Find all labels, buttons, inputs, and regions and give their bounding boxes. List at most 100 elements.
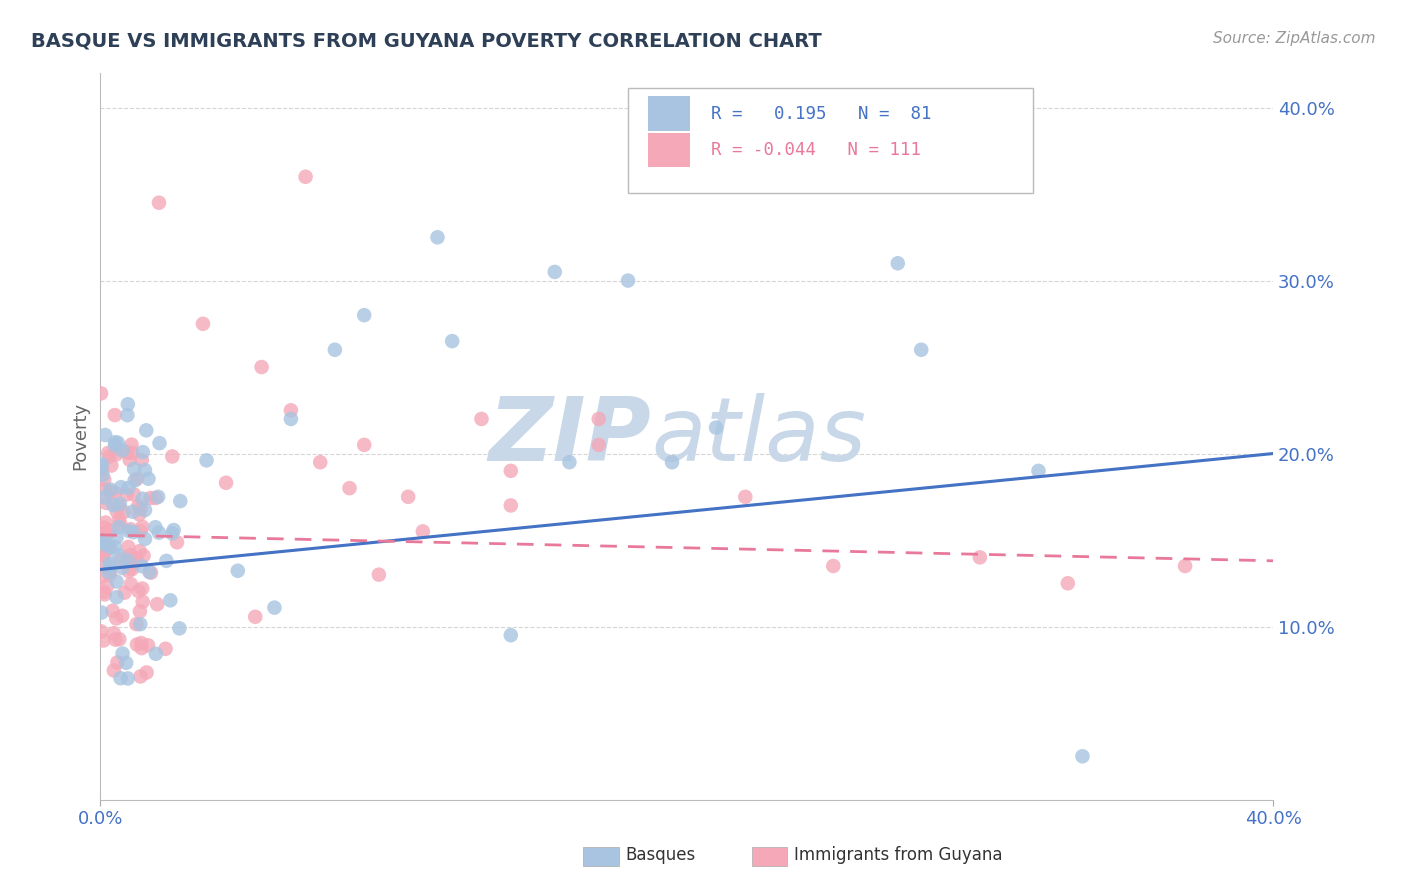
Point (136, 638, 159, 652)
Point (128, 508, 150, 522)
Point (93, 587, 115, 601)
Point (129, 524, 152, 539)
Point (159, 593, 181, 607)
Point (90, 624, 112, 639)
Point (120, 555, 142, 569)
Point (280, 412, 302, 426)
Point (163, 523, 186, 537)
Point (426, 230, 449, 244)
Point (104, 632, 127, 647)
Point (112, 505, 135, 519)
Point (121, 437, 143, 451)
Point (1174, 559, 1197, 574)
Point (108, 497, 131, 511)
Point (131, 559, 153, 574)
Point (125, 551, 148, 566)
Y-axis label: Poverty: Poverty (72, 402, 89, 470)
Point (191, 317, 214, 331)
Point (1028, 464, 1050, 478)
Point (132, 549, 155, 563)
Text: R =   0.195   N =  81: R = 0.195 N = 81 (711, 104, 932, 123)
Point (250, 359, 273, 374)
Point (353, 308, 375, 322)
Point (339, 481, 361, 495)
Point (117, 445, 139, 459)
Point (121, 505, 143, 519)
Point (104, 540, 127, 554)
Point (131, 582, 153, 596)
Text: R = -0.044   N = 111: R = -0.044 N = 111 (711, 141, 921, 159)
Point (169, 494, 191, 508)
FancyBboxPatch shape (628, 87, 1032, 193)
Point (353, 438, 375, 452)
Point (117, 553, 139, 567)
Point (97, 565, 120, 579)
Point (146, 490, 169, 504)
Point (105, 656, 128, 670)
Point (117, 672, 139, 686)
Point (162, 450, 184, 464)
Point (145, 647, 167, 661)
Point (94, 428, 117, 442)
Point (132, 491, 155, 506)
Point (129, 604, 152, 618)
Point (111, 608, 134, 623)
Point (309, 455, 332, 469)
Point (145, 491, 167, 505)
Point (131, 641, 153, 656)
Point (108, 512, 131, 526)
Point (98, 557, 121, 571)
Point (558, 455, 581, 469)
Point (139, 566, 162, 580)
Point (93, 521, 115, 535)
Point (98, 524, 121, 538)
Point (120, 548, 142, 562)
Point (412, 524, 434, 539)
Point (138, 565, 160, 579)
Point (104, 408, 127, 422)
Point (105, 591, 128, 605)
Point (114, 585, 136, 599)
Point (103, 664, 125, 678)
Point (97, 540, 120, 554)
Point (111, 560, 134, 574)
Point (90, 462, 112, 476)
Point (96, 527, 118, 541)
Point (118, 524, 141, 538)
Point (105, 531, 128, 545)
Point (90, 386, 112, 401)
Point (135, 665, 157, 680)
Point (138, 472, 160, 486)
Point (148, 436, 170, 450)
Point (90, 536, 112, 550)
Point (294, 169, 316, 184)
Point (93, 482, 115, 496)
Point (108, 516, 131, 531)
Point (910, 343, 932, 357)
Point (132, 445, 155, 459)
Point (823, 559, 845, 574)
Point (1071, 749, 1094, 764)
Point (107, 500, 129, 514)
Point (93, 585, 115, 599)
Point (117, 481, 139, 495)
Point (215, 475, 238, 490)
Point (93, 539, 115, 553)
Point (704, 420, 727, 434)
Point (111, 443, 134, 458)
Point (105, 574, 128, 589)
Point (588, 438, 610, 452)
Point (499, 499, 522, 513)
Point (121, 562, 143, 576)
Point (115, 656, 138, 670)
FancyBboxPatch shape (648, 133, 690, 168)
Point (104, 435, 127, 450)
Point (135, 423, 157, 437)
Point (280, 403, 302, 417)
Point (98, 450, 121, 464)
Text: Basques: Basques (626, 847, 696, 864)
Point (146, 597, 169, 611)
Point (499, 628, 522, 642)
Point (117, 540, 139, 554)
Point (1056, 576, 1078, 591)
